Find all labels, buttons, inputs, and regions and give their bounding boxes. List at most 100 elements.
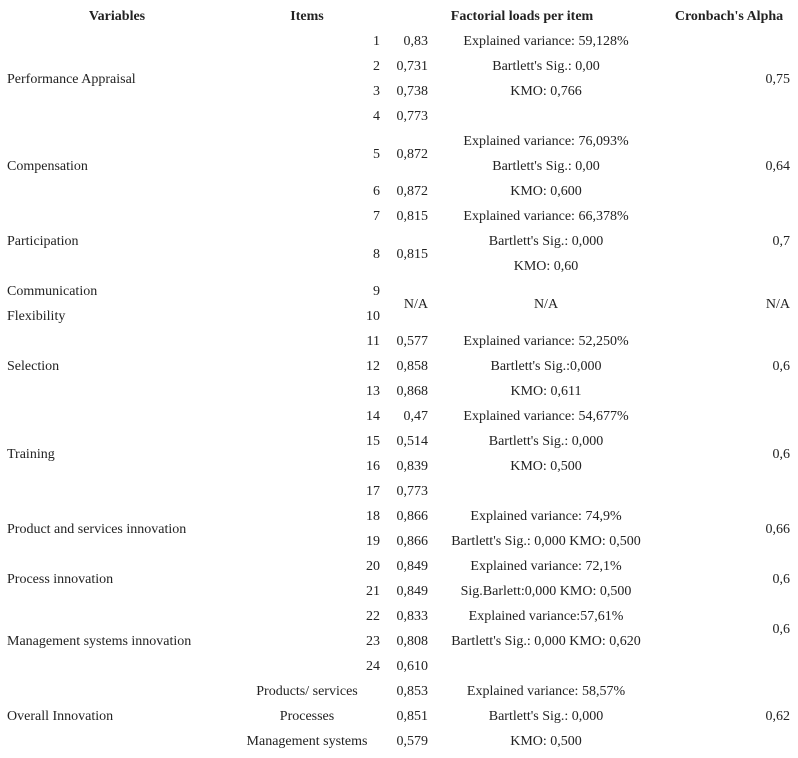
variable: Flexibility bbox=[7, 309, 66, 324]
factor-load: 0,815 bbox=[396, 246, 429, 262]
header-variables: Variables bbox=[88, 9, 146, 24]
factor-load: N/A bbox=[403, 296, 428, 312]
factor-load: 0,47 bbox=[403, 409, 429, 424]
factor-load: 0,773 bbox=[396, 484, 429, 499]
item-number: 24 bbox=[366, 659, 380, 674]
item-label: Management systems bbox=[246, 734, 368, 749]
factor-stat: Bartlett's Sig.:0,000 bbox=[490, 359, 602, 374]
item-number: 14 bbox=[366, 409, 380, 424]
factor-stat: N/A bbox=[533, 296, 559, 312]
factor-stat: KMO: 0,500 bbox=[510, 734, 582, 749]
factor-stat: Explained variance:57,61% bbox=[468, 609, 624, 624]
cronbach-alpha: 0,62 bbox=[765, 709, 791, 724]
cronbach-alpha: 0,75 bbox=[765, 71, 791, 87]
item-label: Products/ services bbox=[256, 684, 358, 699]
factor-stat: Bartlett's Sig.: 0,00 bbox=[492, 159, 600, 174]
header-items: Items bbox=[290, 9, 324, 24]
factor-stat: Explained variance: 54,677% bbox=[463, 409, 629, 424]
factor-load: 0,731 bbox=[396, 59, 429, 74]
factor-stat: Bartlett's Sig.: 0,000 bbox=[488, 234, 604, 249]
cronbach-alpha: 0,7 bbox=[772, 234, 791, 249]
factor-stat: Explained variance: 66,378% bbox=[463, 209, 629, 224]
item-label: Processes bbox=[279, 709, 335, 724]
factor-stat: Bartlett's Sig.: 0,000 bbox=[488, 434, 604, 449]
variable: Training bbox=[7, 446, 55, 462]
factor-load: 0,815 bbox=[396, 209, 429, 224]
variable: Product and services innovation bbox=[7, 521, 187, 537]
item-number: 18 bbox=[366, 509, 380, 524]
item-number: 10 bbox=[366, 309, 380, 324]
factor-load: 0,610 bbox=[396, 659, 429, 674]
item-number: 12 bbox=[366, 359, 380, 374]
item-number: 1 bbox=[373, 34, 380, 49]
header-loads: Factorial loads per item bbox=[450, 9, 594, 24]
factor-load: 0,866 bbox=[396, 509, 429, 524]
factor-load: 0,577 bbox=[396, 334, 429, 349]
item-number: 11 bbox=[366, 334, 380, 349]
variable: Compensation bbox=[7, 159, 88, 174]
item-number: 20 bbox=[366, 559, 380, 574]
factor-load: 0,579 bbox=[396, 734, 429, 749]
factor-load: 0,849 bbox=[396, 584, 429, 599]
variable: Process innovation bbox=[7, 571, 114, 587]
variable: Overall Innovation bbox=[7, 709, 114, 724]
factor-load: 0,853 bbox=[396, 684, 429, 699]
item-number: 17 bbox=[366, 484, 380, 499]
factor-stat: Explained variance: 74,9% bbox=[470, 509, 622, 524]
item-number: 9 bbox=[373, 284, 380, 299]
variable: Performance Appraisal bbox=[7, 71, 136, 87]
factor-load: 0,773 bbox=[396, 109, 429, 124]
cronbach-alpha: 0,66 bbox=[765, 521, 791, 537]
factor-stat: KMO: 0,766 bbox=[510, 84, 582, 99]
item-number: 23 bbox=[366, 634, 380, 649]
item-number: 19 bbox=[366, 534, 380, 549]
factor-load: 0,514 bbox=[396, 434, 429, 449]
factor-stat: Explained variance: 59,128% bbox=[463, 34, 629, 49]
item-number: 16 bbox=[366, 459, 380, 474]
factor-stat: Explained variance: 76,093% bbox=[463, 134, 629, 149]
factor-stat: KMO: 0,611 bbox=[510, 384, 582, 399]
cronbach-alpha: 0,6 bbox=[772, 446, 791, 462]
variable: Management systems innovation bbox=[7, 634, 192, 649]
item-number: 6 bbox=[373, 184, 380, 199]
factor-load: 0,851 bbox=[396, 709, 429, 724]
factor-stat: Explained variance: 52,250% bbox=[463, 334, 629, 349]
factor-stat: Bartlett's Sig.: 0,000 bbox=[488, 709, 604, 724]
item-number: 22 bbox=[366, 609, 380, 624]
factor-stat: Bartlett's Sig.: 0,000 KMO: 0,500 bbox=[451, 534, 641, 549]
factor-load: 0,849 bbox=[396, 559, 429, 574]
factor-stat: Bartlett's Sig.: 0,00 bbox=[492, 59, 600, 74]
factor-load: 0,872 bbox=[396, 184, 429, 199]
factor-load: 0,808 bbox=[396, 634, 429, 649]
cronbach-alpha: N/A bbox=[765, 296, 790, 312]
factor-stat: KMO: 0,500 bbox=[510, 459, 582, 474]
factor-load: 0,858 bbox=[396, 359, 429, 374]
factor-stat: Bartlett's Sig.: 0,000 KMO: 0,620 bbox=[451, 634, 641, 649]
factor-load: 0,833 bbox=[396, 609, 429, 624]
variable: Participation bbox=[7, 234, 79, 249]
cronbach-alpha: 0,64 bbox=[765, 159, 791, 174]
variable: Communication bbox=[7, 284, 98, 299]
cronbach-alpha: 0,6 bbox=[772, 571, 791, 587]
factor-load: 0,872 bbox=[396, 146, 429, 162]
item-number: 15 bbox=[366, 434, 380, 449]
item-number: 2 bbox=[373, 59, 380, 74]
item-number: 7 bbox=[373, 209, 380, 224]
factor-stat: Sig.Barlett:0,000 KMO: 0,500 bbox=[460, 584, 632, 599]
item-number: 13 bbox=[366, 384, 380, 399]
factor-stat: Explained variance: 58,57% bbox=[466, 684, 626, 699]
factor-stat: KMO: 0,60 bbox=[513, 259, 579, 274]
cronbach-alpha: 0,6 bbox=[772, 621, 791, 637]
item-number: 8 bbox=[373, 246, 380, 262]
factor-stat: KMO: 0,600 bbox=[510, 184, 582, 199]
cronbach-alpha: 0,6 bbox=[772, 359, 791, 374]
item-number: 5 bbox=[373, 146, 380, 162]
factor-stat: Explained variance: 72,1% bbox=[470, 559, 622, 574]
item-number: 3 bbox=[373, 84, 380, 99]
item-number: 4 bbox=[373, 109, 380, 124]
item-number: 21 bbox=[366, 584, 380, 599]
factor-load: 0,868 bbox=[396, 384, 429, 399]
variable: Selection bbox=[7, 359, 60, 374]
factor-load: 0,839 bbox=[396, 459, 429, 474]
